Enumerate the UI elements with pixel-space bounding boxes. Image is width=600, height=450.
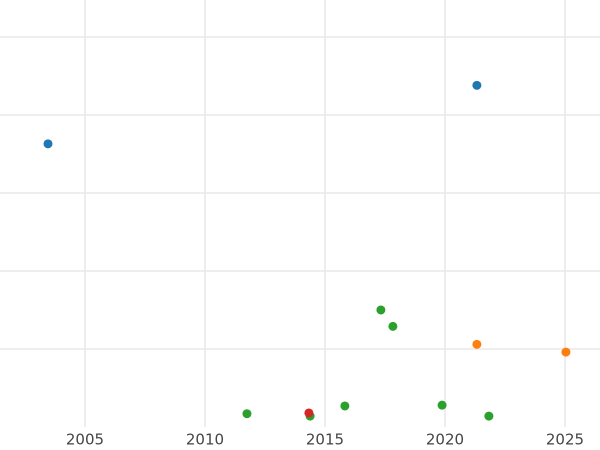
point xyxy=(472,339,482,349)
x-tick-label: 2005 xyxy=(66,431,104,449)
x-tick-label: 2015 xyxy=(306,431,344,449)
point xyxy=(484,411,494,421)
x-tick-label: 2010 xyxy=(186,431,224,449)
point xyxy=(376,305,386,315)
point xyxy=(388,321,398,331)
point xyxy=(561,347,571,357)
x-tick-label: 2020 xyxy=(426,431,464,449)
point xyxy=(43,139,53,149)
point xyxy=(242,409,252,419)
point xyxy=(340,401,350,411)
x-tick-label: 2025 xyxy=(546,431,584,449)
point xyxy=(304,408,314,418)
point xyxy=(472,80,482,90)
point xyxy=(437,400,447,410)
